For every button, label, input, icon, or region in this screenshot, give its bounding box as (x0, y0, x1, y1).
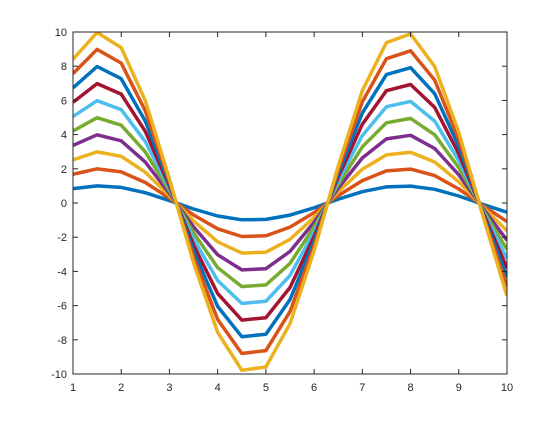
series-line-7 (73, 81, 507, 322)
series-line-1 (73, 184, 507, 222)
y-tick-label: -2 (57, 232, 67, 244)
y-tick-label: 4 (61, 130, 67, 142)
series-line-3 (73, 150, 507, 255)
x-tick-label: 5 (263, 382, 269, 394)
y-tick-label: 8 (61, 61, 67, 73)
series-line-8 (73, 64, 507, 339)
y-tick-label: 6 (61, 95, 67, 107)
series-line-9 (73, 47, 507, 356)
series-line-4 (73, 133, 507, 272)
x-tick-label: 3 (166, 382, 172, 394)
axis-ticks: 1 2 3 4 5 6 7 8 9 10 -10 -8 -6 -4 -2 0 2 4 6 8 10 (51, 27, 513, 394)
y-tick-label: -6 (57, 301, 67, 313)
series-lines (73, 32, 507, 372)
series-line-6 (73, 98, 507, 306)
y-tick-label: -8 (57, 335, 67, 347)
x-tick-label: 7 (359, 382, 365, 394)
x-tick-label: 10 (501, 382, 513, 394)
y-tick-label: -4 (57, 266, 67, 278)
x-tick-label: 2 (118, 382, 124, 394)
series-line-2 (73, 167, 507, 239)
y-tick-label: 10 (55, 27, 67, 39)
y-tick-label: -10 (51, 369, 67, 381)
x-tick-label: 4 (215, 382, 221, 394)
series-line-5 (73, 115, 507, 289)
x-tick-label: 6 (311, 382, 317, 394)
series-line-10 (73, 32, 507, 372)
y-tick-label: 0 (61, 198, 67, 210)
x-tick-label: 9 (456, 382, 462, 394)
x-tick-label: 1 (70, 382, 76, 394)
y-tick-label: 2 (61, 164, 67, 176)
x-tick-label: 8 (407, 382, 413, 394)
